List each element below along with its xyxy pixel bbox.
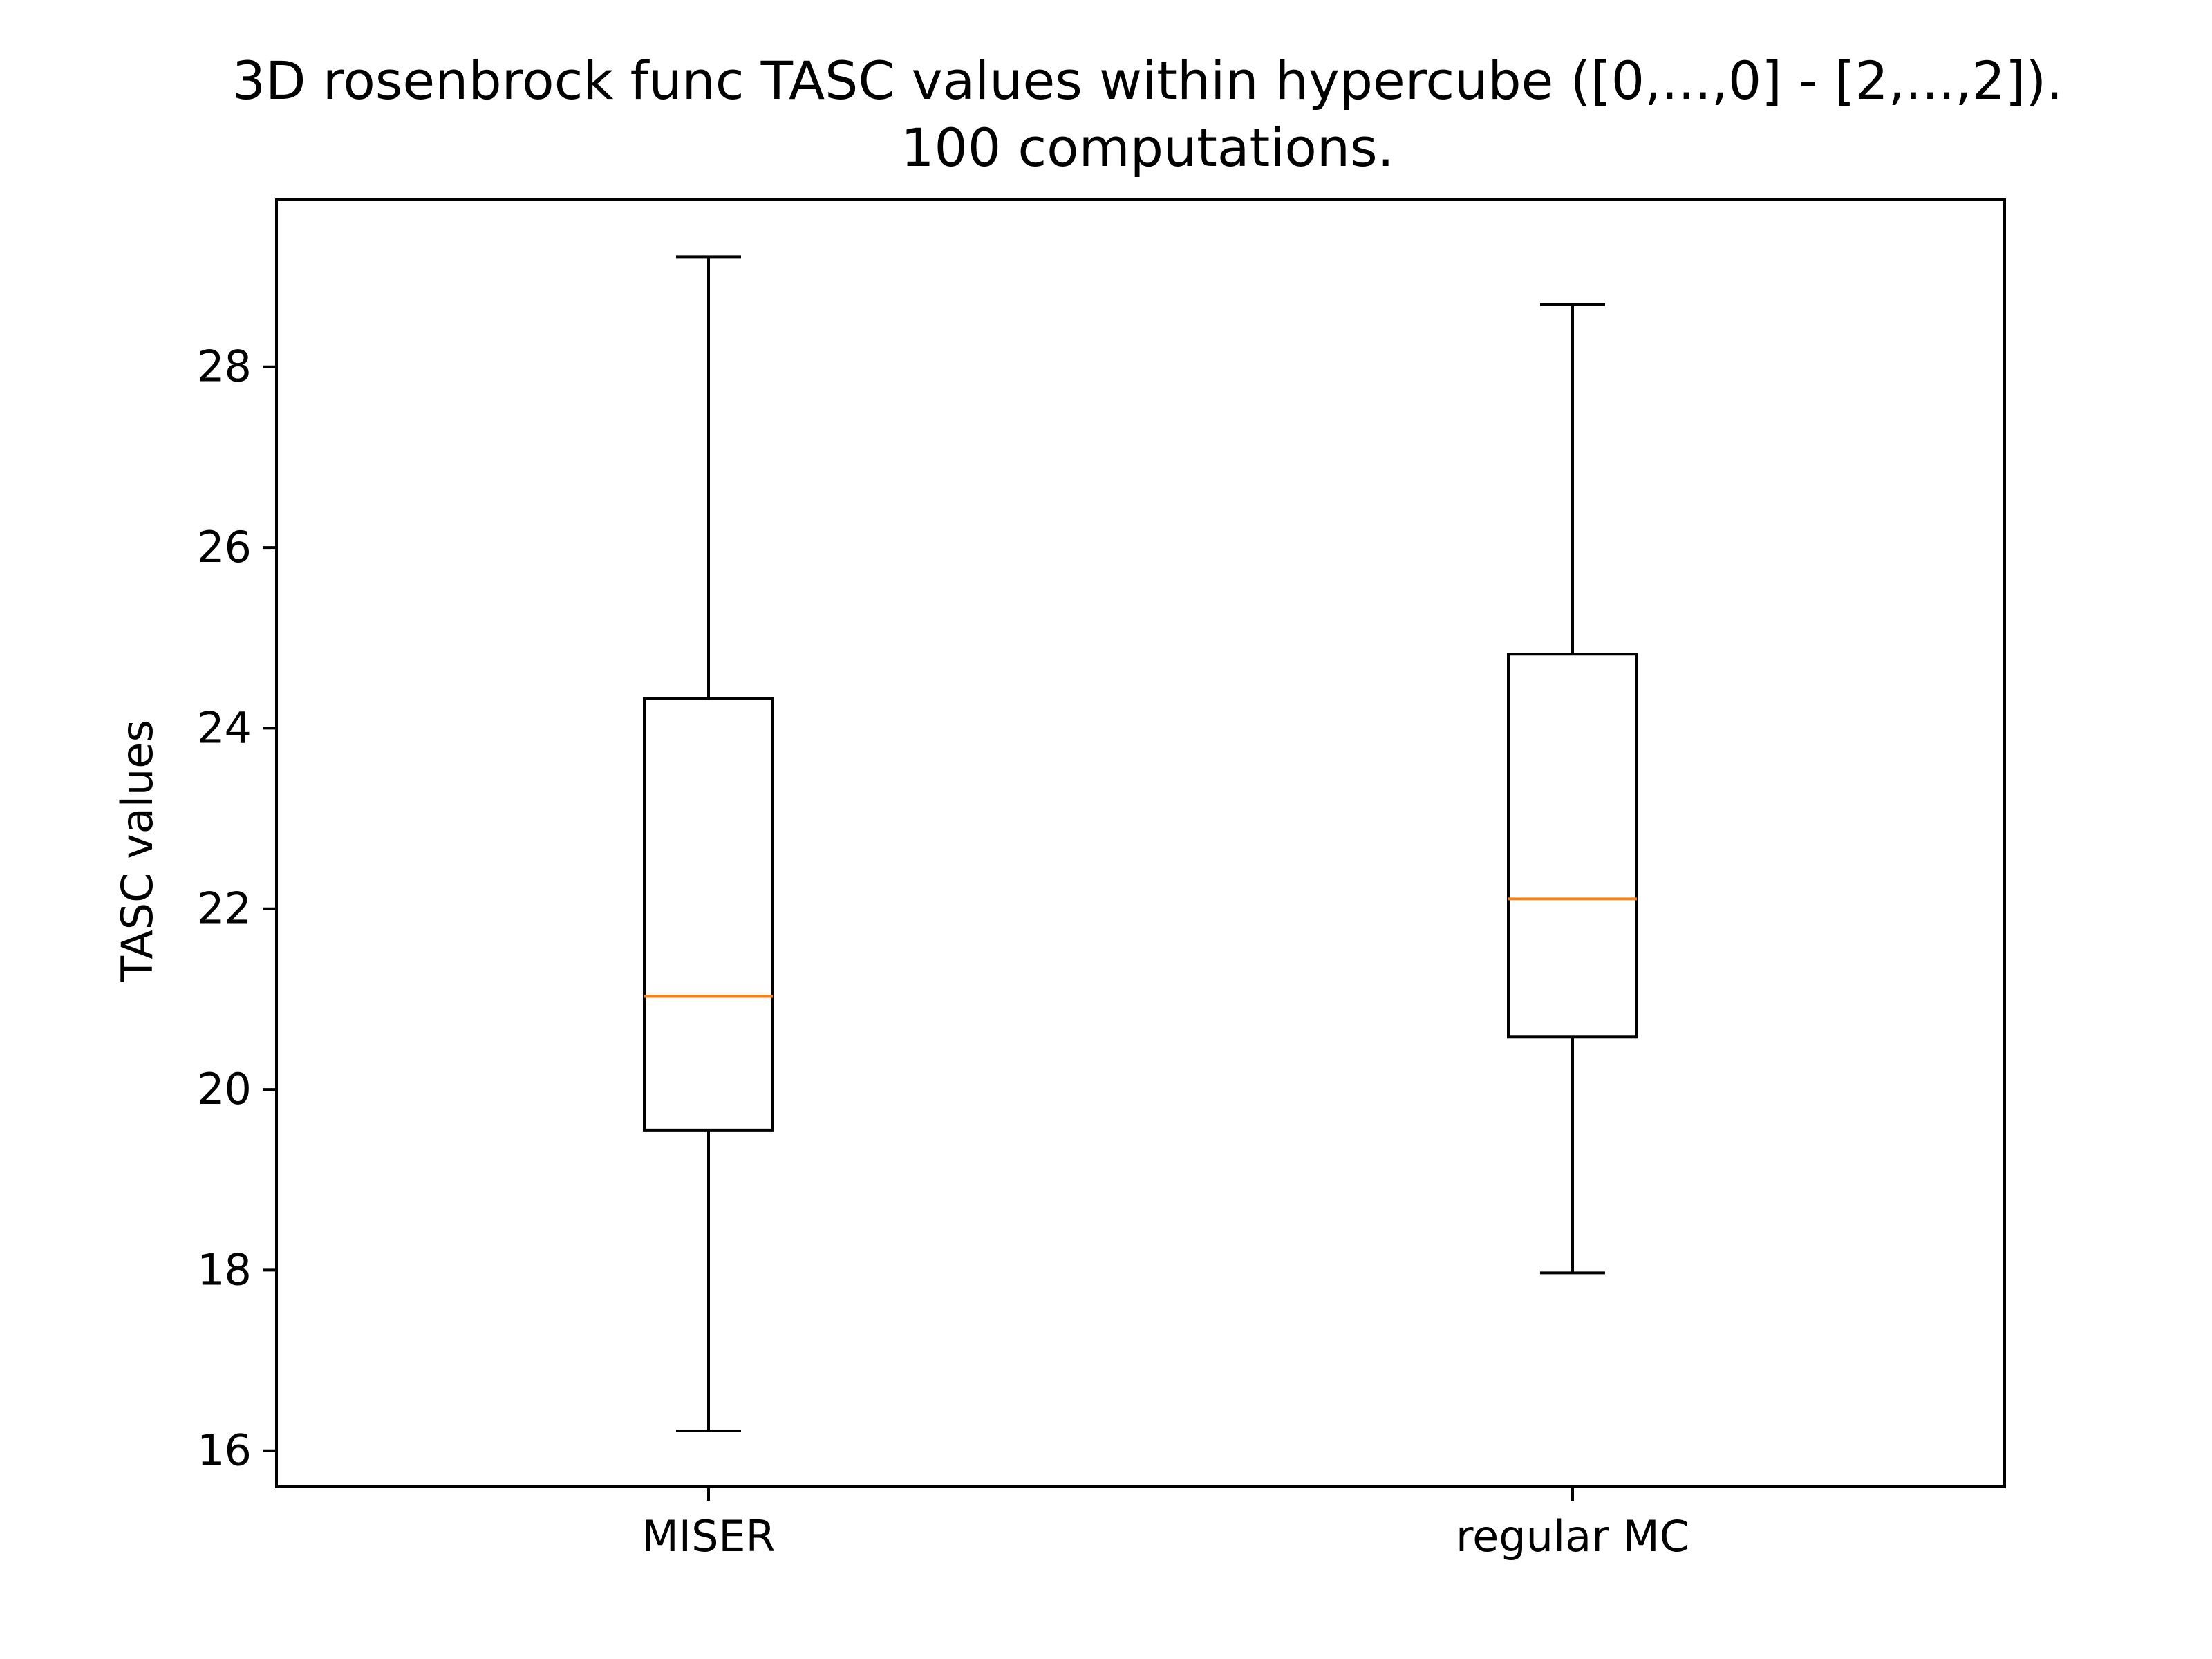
y-tick-label: 20: [197, 1064, 252, 1114]
y-tick-label: 16: [197, 1425, 252, 1476]
x-axis: MISER regular MC: [641, 1487, 1689, 1562]
x-tick-label: MISER: [641, 1511, 775, 1562]
y-axis: 16 18 20 22 24 26 28: [197, 341, 276, 1476]
x-tick-label: regular MC: [1456, 1511, 1689, 1562]
interquartile-box: [643, 697, 774, 1132]
y-axis-label: TASC values: [112, 720, 162, 982]
chart-title: 3D rosenbrock func TASC values within hy…: [232, 50, 2063, 111]
y-tick-label: 28: [197, 341, 252, 392]
chart-subtitle: 100 computations.: [901, 117, 1394, 178]
box-group-1: [1507, 303, 1638, 1275]
y-tick-label: 24: [197, 702, 252, 753]
box-group-0: [643, 255, 774, 1432]
y-tick-label: 22: [197, 883, 252, 934]
interquartile-box: [1507, 653, 1638, 1039]
axes-frame: [275, 198, 2006, 1488]
plot-area: [643, 255, 1638, 1432]
y-tick-label: 18: [197, 1244, 252, 1295]
y-tick-label: 26: [197, 522, 252, 572]
